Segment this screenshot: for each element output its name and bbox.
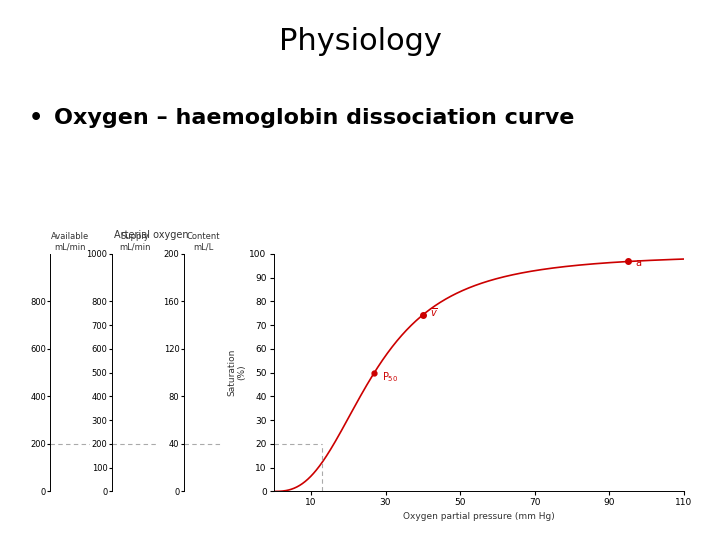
Text: Arterial oxygen: Arterial oxygen	[114, 230, 189, 240]
Text: P$_{50}$: P$_{50}$	[382, 370, 398, 383]
Text: Physiology: Physiology	[279, 27, 441, 56]
Y-axis label: Saturation
(%): Saturation (%)	[228, 349, 247, 396]
Text: a: a	[636, 258, 642, 268]
Title: Content
mL/L: Content mL/L	[186, 232, 220, 252]
Text: •: •	[29, 108, 43, 128]
X-axis label: Oxygen partial pressure (mm Hg): Oxygen partial pressure (mm Hg)	[403, 511, 554, 521]
Title: Available
mL/min: Available mL/min	[51, 232, 89, 252]
Text: $\overline{v}$: $\overline{v}$	[431, 307, 438, 320]
Title: Supply
mL/min: Supply mL/min	[120, 232, 150, 252]
Text: Oxygen – haemoglobin dissociation curve: Oxygen – haemoglobin dissociation curve	[54, 108, 575, 128]
